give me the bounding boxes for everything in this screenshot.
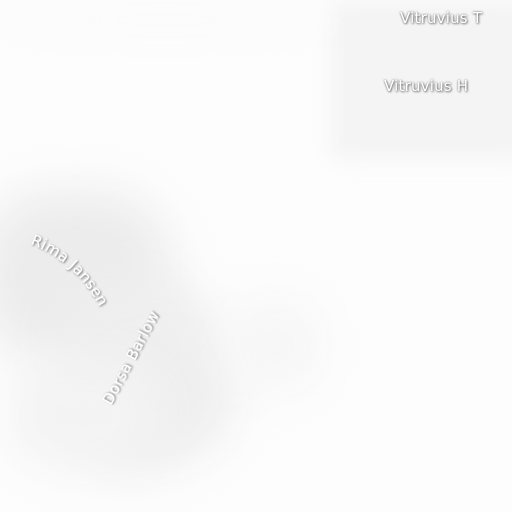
feature-label-rima-jansen[interactable]: Rima Jansen [29,231,112,309]
feature-label-dorsa-barlow[interactable]: Dorsa Barlow [99,308,164,408]
feature-label-rima-jansen-text: Rima Jansen [29,231,112,309]
feature-label-vitruvius-h[interactable]: Vitruvius H [384,77,469,95]
feature-label-vitruvius-t[interactable]: Vitruvius T [400,9,483,27]
